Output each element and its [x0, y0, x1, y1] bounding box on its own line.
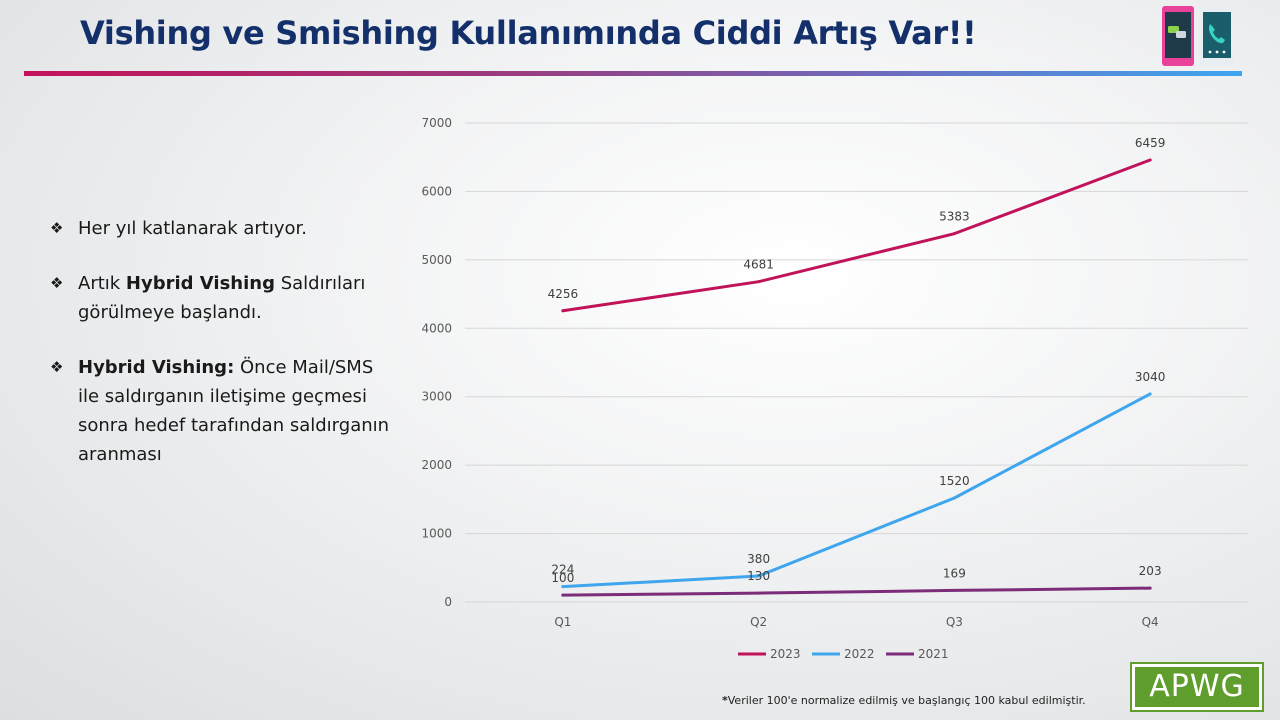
series-line-2021: [561, 586, 1152, 597]
bullet-bold-text: Hybrid Vishing: [125, 273, 275, 294]
data-label: 130: [747, 569, 770, 583]
bullet-text: Önce Mail/SMS ile saldırganın iletişime …: [78, 357, 390, 465]
bullet-item: ❖ Artık Hybrid Vishing Saldırıları görül…: [50, 269, 395, 327]
bullet-text: Her yıl katlanarak artıyor.: [78, 218, 307, 239]
data-point: [757, 591, 761, 595]
x-tick-label: Q2: [750, 615, 767, 629]
legend-label: 2021: [918, 647, 949, 661]
page-title: Vishing ve Smishing Kullanımında Ciddi A…: [80, 14, 977, 52]
diamond-bullet-icon: ❖: [50, 274, 64, 292]
y-tick-label: 2000: [421, 458, 452, 472]
data-label: 380: [747, 552, 770, 566]
y-tick-label: 4000: [421, 321, 452, 335]
data-label: 4256: [548, 287, 579, 301]
data-point: [1148, 158, 1152, 162]
data-point: [757, 574, 761, 578]
data-label: 203: [1139, 564, 1162, 578]
y-tick-label: 3000: [421, 390, 452, 404]
data-point: [561, 585, 565, 589]
diamond-bullet-icon: ❖: [50, 358, 64, 376]
data-label: 4681: [743, 258, 774, 272]
x-tick-label: Q4: [1142, 615, 1159, 629]
footnote: *Veriler 100'e normalize edilmiş ve başl…: [722, 694, 1086, 707]
y-tick-label: 1000: [421, 527, 452, 541]
data-point: [1148, 392, 1152, 396]
data-label: 100: [551, 571, 574, 585]
bullet-bold-text: Hybrid Vishing:: [78, 357, 235, 378]
bullet-item: ❖ Her yıl katlanarak artıyor.: [50, 214, 395, 243]
title-underline: [24, 71, 1242, 76]
footnote-text: Veriler 100'e normalize edilmiş ve başla…: [727, 694, 1086, 707]
data-point: [757, 280, 761, 284]
y-tick-label: 6000: [421, 184, 452, 198]
y-tick-label: 5000: [421, 253, 452, 267]
data-point: [952, 496, 956, 500]
data-label: 169: [943, 566, 966, 580]
footnote-mark: *: [722, 694, 728, 707]
data-point: [952, 588, 956, 592]
data-label: 224: [551, 563, 574, 577]
apwg-logo: APWG: [1130, 662, 1264, 712]
legend-label: 2022: [844, 647, 875, 661]
line-chart: 0 1000 2000 3000 4000 5000 6000 7000 Q1 Q2 Q3 Q4 425…: [421, 116, 1248, 661]
data-point: [952, 232, 956, 236]
data-point: [561, 309, 565, 313]
sms-and-phone-call-icon: [1162, 6, 1234, 66]
bullet-item: ❖ Hybrid Vishing: Önce Mail/SMS ile sald…: [50, 353, 395, 469]
diamond-bullet-icon: ❖: [50, 219, 64, 237]
y-tick-label: 0: [444, 595, 452, 609]
data-label: 6459: [1135, 136, 1166, 150]
data-point: [1148, 586, 1152, 590]
x-tick-label: Q1: [554, 615, 571, 629]
y-tick-label: 7000: [421, 116, 452, 130]
data-label: 5383: [939, 210, 970, 224]
series-line-2023: [561, 158, 1152, 313]
legend-label: 2023: [770, 647, 801, 661]
bullet-text: Artık: [78, 273, 126, 294]
data-point: [561, 593, 565, 597]
x-tick-label: Q3: [946, 615, 963, 629]
series-line-2022: [561, 392, 1152, 589]
bullet-list: ❖ Her yıl katlanarak artıyor. ❖ Artık Hy…: [50, 214, 395, 495]
bullet-text: Saldırıları görülmeye başlandı.: [78, 273, 366, 323]
data-label: 1520: [939, 474, 970, 488]
data-label: 3040: [1135, 370, 1166, 384]
